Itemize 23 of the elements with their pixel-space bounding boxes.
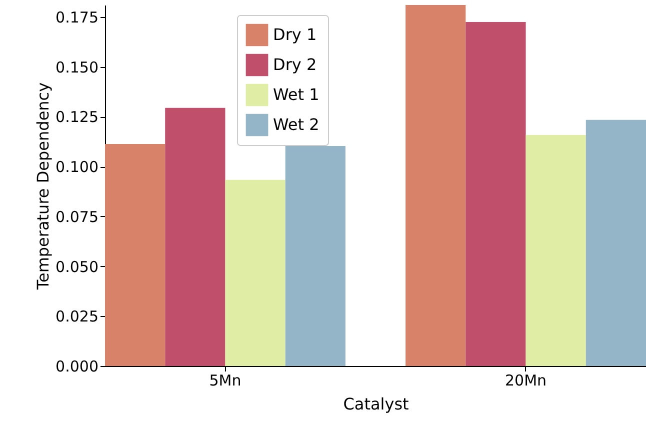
- bar: [586, 120, 646, 366]
- bar: [466, 22, 526, 366]
- legend-label: Dry 1: [273, 25, 317, 44]
- bar: [406, 5, 466, 366]
- y-tick-label: 0.175: [56, 8, 98, 26]
- legend-label: Wet 1: [273, 85, 320, 104]
- y-tick-label: 0.000: [56, 358, 98, 376]
- x-tick-label: 20Mn: [505, 372, 547, 390]
- y-tick-label: 0.050: [56, 258, 98, 276]
- y-tick-label: 0.150: [56, 58, 98, 76]
- bar: [526, 135, 586, 366]
- legend-label: Dry 2: [273, 55, 317, 74]
- y-tick-label: 0.100: [56, 158, 98, 176]
- x-axis-title: Catalyst: [343, 394, 409, 414]
- legend-label: Wet 2: [273, 115, 320, 134]
- y-axis-title: Temperature Dependency: [34, 82, 53, 291]
- y-tick-label: 0.075: [56, 208, 98, 226]
- y-tick-label: 0.125: [56, 108, 98, 126]
- bar: [105, 144, 166, 366]
- bar: [225, 180, 286, 366]
- x-tick-label: 5Mn: [209, 372, 242, 390]
- y-tick-label: 0.025: [56, 308, 98, 326]
- bar: [165, 108, 226, 366]
